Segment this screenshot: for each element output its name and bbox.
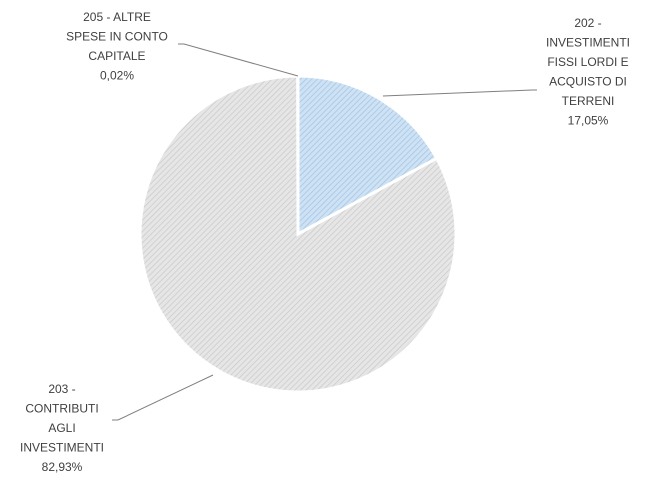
slice-altre-spese-percent: 0,02% bbox=[100, 69, 134, 83]
slice-investimenti-fissi-label-line: INVESTIMENTI bbox=[546, 36, 630, 50]
slice-investimenti-fissi bbox=[296, 74, 439, 237]
slice-altre-spese-label-line: SPESE IN CONTO bbox=[66, 30, 168, 44]
slice-contributi-investimenti-label: 203 - CONTRIBUTI AGLI INVESTIMENTI 82,93% bbox=[20, 382, 104, 474]
slice-contributi-investimenti-label-line: AGLI bbox=[48, 421, 75, 435]
slice-altre-spese-label-line: CAPITALE bbox=[88, 49, 145, 63]
slice-altre-spese-label-line: 205 - ALTRE bbox=[83, 10, 151, 24]
slice-contributi-investimenti-label-line: INVESTIMENTI bbox=[20, 441, 104, 455]
slice-investimenti-fissi-label-line: 202 - bbox=[574, 16, 601, 30]
slice-investimenti-fissi-percent: 17,05% bbox=[568, 114, 609, 128]
slice-altre-spese-leader-line bbox=[178, 43, 299, 77]
slice-investimenti-fissi-label-line: FISSI LORDI E bbox=[547, 55, 628, 69]
slice-altre-spese-label: 205 - ALTRE SPESE IN CONTO CAPITALE 0,02% bbox=[66, 10, 168, 83]
slice-investimenti-fissi-leader-line bbox=[382, 89, 537, 97]
slice-investimenti-fissi-label: 202 - INVESTIMENTI FISSI LORDI E ACQUISTO D… bbox=[546, 16, 630, 128]
slice-contributi-investimenti-leader-line bbox=[112, 374, 214, 421]
slice-investimenti-fissi-label-line: TERRENI bbox=[562, 94, 615, 108]
slice-contributi-investimenti-percent: 82,93% bbox=[42, 460, 83, 474]
slice-contributi-investimenti-label-line: 203 - bbox=[48, 382, 75, 396]
slice-investimenti-fissi-label-line: ACQUISTO DI bbox=[549, 75, 627, 89]
slice-contributi-investimenti-label-line: CONTRIBUTI bbox=[25, 402, 98, 416]
